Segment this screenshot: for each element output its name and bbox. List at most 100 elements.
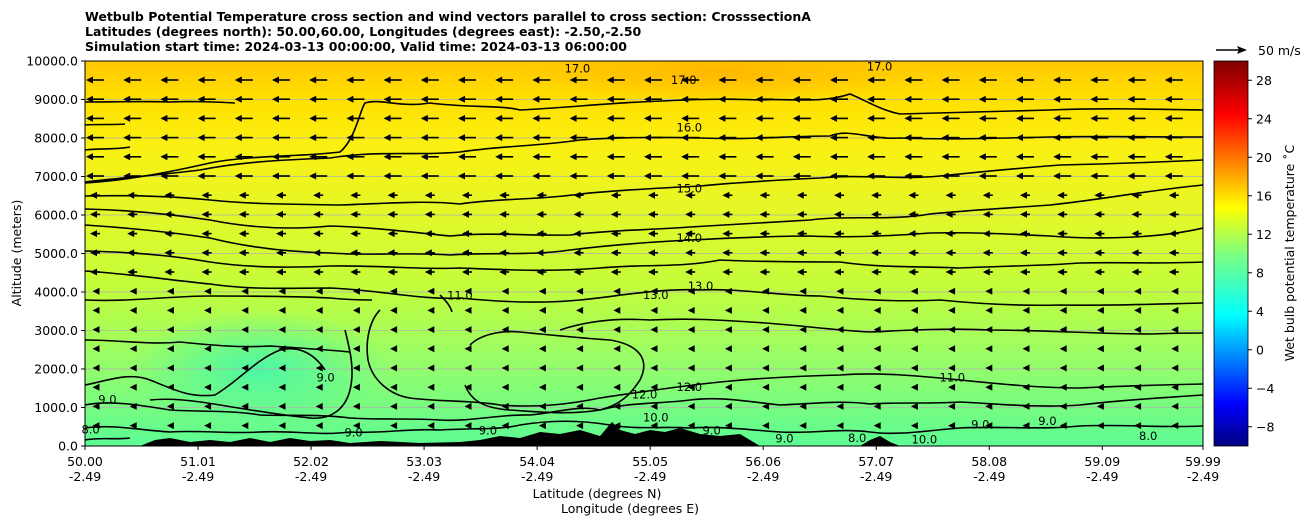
x-tick-label-lon: -2.49 [1086,469,1118,484]
wind-vector-head [1022,345,1030,353]
wind-vector-head [978,114,986,122]
contour-label: 10.0 [643,410,669,424]
wind-vector-head [166,345,174,353]
wind-vector-head [164,210,172,218]
wind-vector-head [762,287,770,295]
colorbar-tick-label: −4 [1256,381,1274,396]
wind-vector-head [724,422,732,430]
wind-vector-head [836,306,844,314]
wind-vector-head [309,153,317,161]
y-tick-label: 7000.0 [34,169,78,184]
wind-vector-head [610,210,618,218]
wind-vector-head [722,191,730,199]
x-tick-label-lat: 58.08 [971,454,1007,469]
wind-vector-head [687,287,695,295]
wind-vector-head [350,268,358,276]
wind-vector-head [387,268,395,276]
wind-vector-head [495,134,503,142]
wind-vector-head [576,345,584,353]
wind-vector-head [123,134,131,142]
contour-line [85,437,131,441]
wind-vector-head [871,268,879,276]
wind-vector-head [315,326,323,334]
contour-line [85,348,326,397]
wind-vector-head [1127,153,1135,161]
wind-vector-head [982,249,990,257]
wind-vector-head [538,422,546,430]
wind-vector-head [945,210,953,218]
wind-vector-head [1171,287,1179,295]
wind-vector-head [458,95,465,103]
wind-vector-head [313,268,321,276]
wind-vector-head [92,345,100,353]
contour-line [149,329,353,419]
wind-vector-head [352,364,360,372]
colorbar-tick-label: 20 [1256,150,1272,165]
wind-vector-head [532,172,540,180]
wind-vector-head [464,383,472,391]
chart-title: Wetbulb Potential Temperature cross sect… [85,9,811,54]
wind-vector-head [978,76,986,84]
wind-vector-head [1168,230,1176,238]
wind-vector-head [792,134,800,142]
y-tick-label: 5000.0 [34,246,78,261]
x-tick-label-lat: 56.06 [745,454,781,469]
contour-line [85,295,373,302]
wind-vector-head [495,153,503,161]
wind-vector-head [129,422,137,430]
wind-vector-head [390,364,398,372]
wind-vector-head [1164,95,1172,103]
wind-vector-head [387,230,395,238]
wind-vector-head [613,402,621,410]
wind-vector-head [910,364,918,372]
wind-vector-head [718,95,726,103]
wind-vector-head [315,383,323,391]
wind-vector-head [1059,345,1067,353]
wind-vector-head [238,249,246,257]
wind-vector-head [238,268,246,276]
y-axis-label: Altitude (meters) [9,200,24,307]
wind-vector-head [834,191,841,199]
wind-vector-head [92,402,100,410]
wind-vector-head [462,230,469,238]
wind-vector-head [1057,249,1065,257]
wind-vector-head [792,114,800,122]
wind-vector-head [796,191,804,199]
wind-vector-head [86,76,93,84]
wind-vector-head [197,134,205,142]
wind-vector-head [945,230,953,238]
wind-vector-head [759,210,767,218]
wind-vector-head [945,191,953,199]
wind-vector-head [315,345,323,353]
wind-vector-head [127,191,135,199]
wind-vector-head [1059,306,1067,314]
wind-vector-head [315,306,323,314]
wind-vector-head [871,210,879,218]
contour-label: 9.0 [703,423,721,437]
colorbar [1213,60,1249,447]
wind-vector-head [606,153,614,161]
wind-vector-head [576,326,584,334]
wind-vector-head [834,249,841,257]
wind-vector-head [762,306,770,314]
wind-vector-head [272,172,279,180]
wind-vector-head [129,364,137,372]
contour-label: 13.0 [643,288,669,302]
wind-vector-head [272,76,279,84]
wind-vector-head [718,76,726,84]
wind-vector-head [982,230,990,238]
wind-vector-head [945,249,953,257]
wind-vector-head [1168,210,1176,218]
wind-vector-head [569,95,577,103]
wind-vector-head [350,230,358,238]
wind-vector-head [792,172,800,180]
wind-vector-head [127,210,135,218]
wind-vector-head [1134,326,1142,334]
wind-vector-head [462,268,469,276]
wind-vector-head [427,287,435,295]
wind-vector-head [724,306,732,314]
wind-vector-head [86,114,93,122]
title-line-1: Wetbulb Potential Temperature cross sect… [85,9,811,24]
wind-vector-head [532,153,540,161]
contour-label: 15.0 [677,182,703,196]
